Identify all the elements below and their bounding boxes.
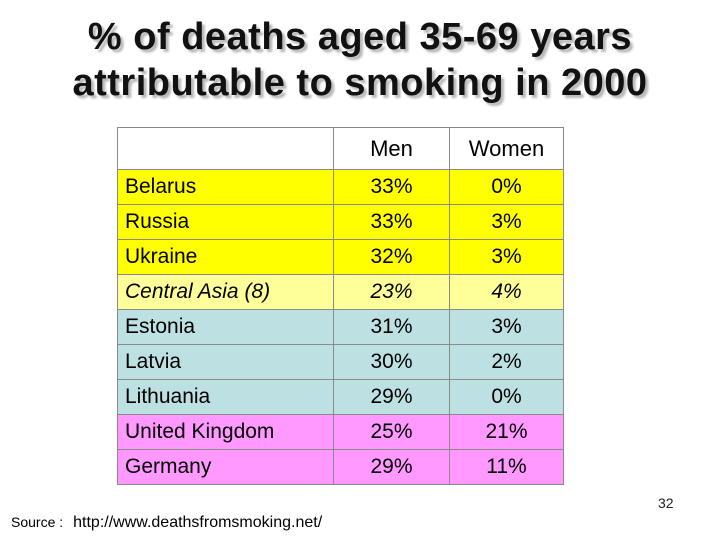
- header-country: [117, 127, 334, 170]
- table-row: Estonia 31% 3%: [117, 309, 564, 345]
- table-row: Latvia 30% 2%: [117, 344, 564, 380]
- cell-country: Central Asia (8): [117, 274, 334, 310]
- cell-men: 33%: [333, 204, 450, 240]
- cell-women: 0%: [449, 169, 564, 205]
- cell-women: 11%: [449, 449, 564, 485]
- table-row: Germany 29% 11%: [117, 449, 564, 485]
- slide-title-line-1: % of deaths aged 35-69 years: [87, 16, 633, 58]
- cell-women: 21%: [449, 414, 564, 450]
- cell-women: 3%: [449, 239, 564, 275]
- cell-women: 2%: [449, 344, 564, 380]
- table-row: Ukraine 32% 3%: [117, 239, 564, 275]
- cell-country: Latvia: [117, 344, 334, 380]
- table-row: Belarus 33% 0%: [117, 169, 564, 205]
- source-label: Source :: [11, 514, 64, 530]
- cell-men: 29%: [333, 379, 450, 415]
- cell-country: United Kingdom: [117, 414, 334, 450]
- cell-women: 3%: [449, 204, 564, 240]
- header-women: Women: [449, 127, 564, 170]
- source-line: Source : http://www.deathsfromsmoking.net…: [11, 514, 322, 532]
- cell-men: 30%: [333, 344, 450, 380]
- cell-country: Estonia: [117, 309, 334, 345]
- table-row: United Kingdom 25% 21%: [117, 414, 564, 450]
- table-row: Central Asia (8) 23% 4%: [117, 274, 564, 310]
- cell-men: 23%: [333, 274, 450, 310]
- cell-men: 29%: [333, 449, 450, 485]
- cell-men: 33%: [333, 169, 450, 205]
- cell-women: 4%: [449, 274, 564, 310]
- source-url[interactable]: http://www.deathsfromsmoking.net/: [73, 514, 323, 531]
- cell-men: 31%: [333, 309, 450, 345]
- cell-women: 0%: [449, 379, 564, 415]
- table-row: Lithuania 29% 0%: [117, 379, 564, 415]
- cell-country: Russia: [117, 204, 334, 240]
- cell-country: Belarus: [117, 169, 334, 205]
- cell-country: Ukraine: [117, 239, 334, 275]
- cell-men: 25%: [333, 414, 450, 450]
- smoking-deaths-table: Men Women Belarus 33% 0% Russia 33% 3% Ukraine…: [117, 127, 564, 485]
- cell-country: Germany: [117, 449, 334, 485]
- cell-men: 32%: [333, 239, 450, 275]
- table-row: Russia 33% 3%: [117, 204, 564, 240]
- header-men: Men: [333, 127, 450, 170]
- cell-country: Lithuania: [117, 379, 334, 415]
- table-header-row: Men Women: [117, 127, 564, 170]
- page-number: 32: [658, 495, 674, 511]
- cell-women: 3%: [449, 309, 564, 345]
- slide-title-line-2: attributable to smoking in 2000: [72, 62, 648, 104]
- slide-title: % of deaths aged 35-69 years attributabl…: [0, 14, 720, 106]
